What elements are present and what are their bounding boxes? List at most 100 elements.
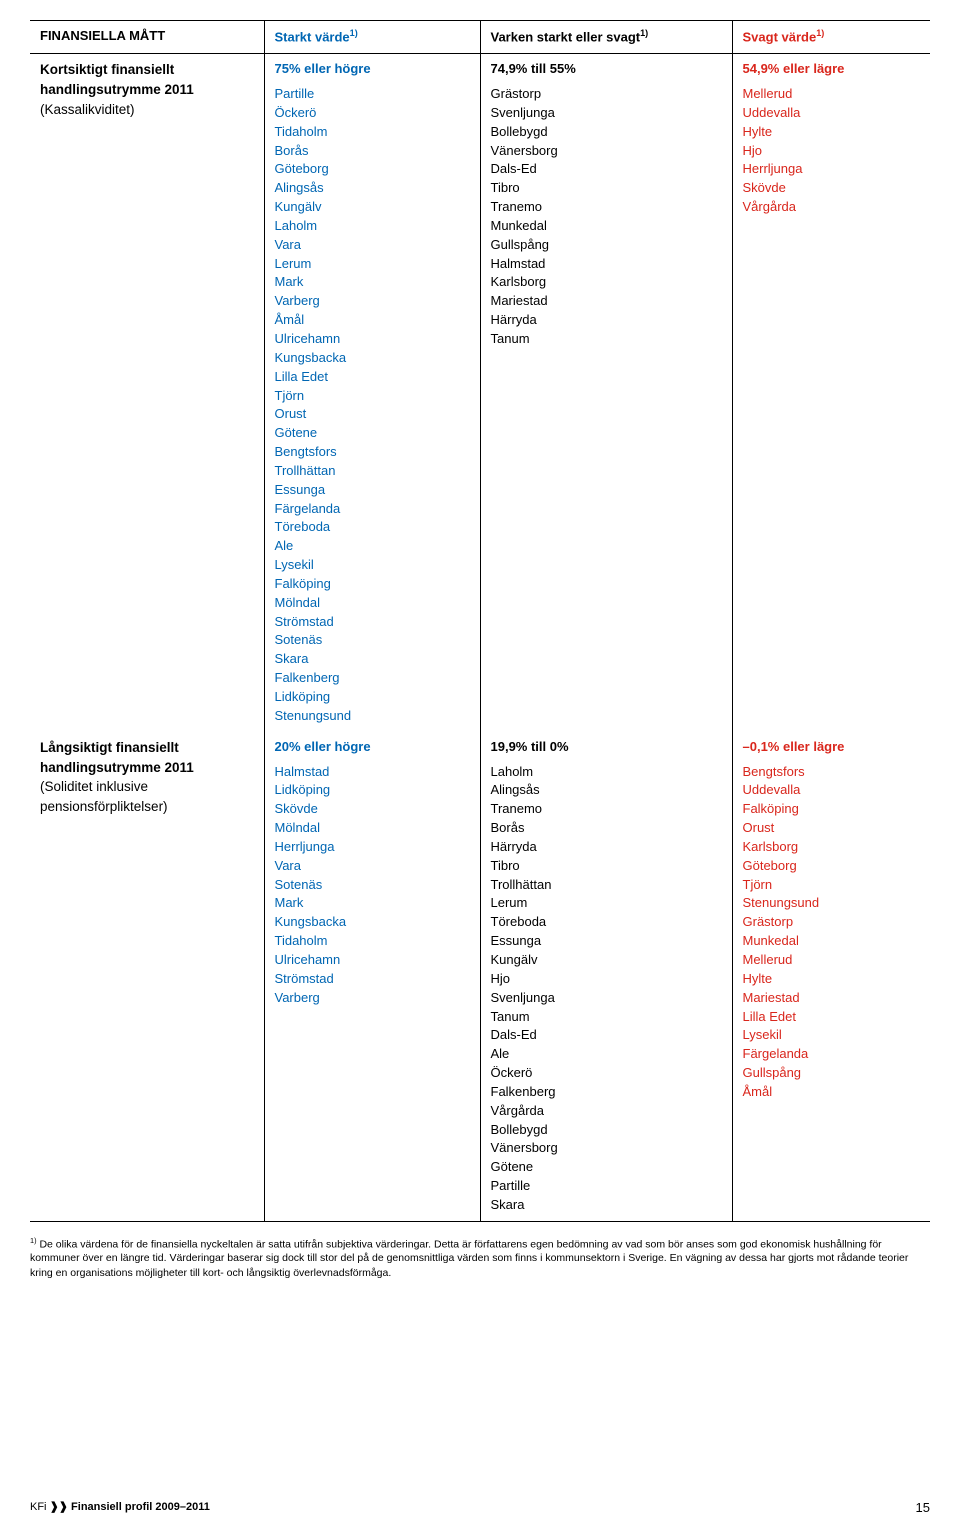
footer-brand-mark: ❱❱ — [50, 1501, 68, 1513]
list-item: Sotenäs — [275, 631, 470, 650]
list-item: Borås — [491, 819, 722, 838]
list-item: Lerum — [275, 255, 470, 274]
list-item: Trollhättan — [491, 876, 722, 895]
list-item: Vänersborg — [491, 1139, 722, 1158]
list-item: Kungälv — [491, 951, 722, 970]
list-item: Kungsbacka — [275, 913, 470, 932]
list-item: Borås — [275, 142, 470, 161]
header-col2-text: Starkt värde — [275, 29, 350, 44]
list-item: Falkenberg — [491, 1083, 722, 1102]
list-item: Gullspång — [491, 236, 722, 255]
footnote-text: De olika värdena för de finansiella nyck… — [30, 1238, 908, 1278]
list-item: Färgelanda — [743, 1045, 921, 1064]
footer-brand-prefix: KFi — [30, 1501, 50, 1513]
list-item: Tidaholm — [275, 932, 470, 951]
table-header-row: FINANSIELLA MÅTT Starkt värde1) Varken s… — [30, 21, 930, 54]
row2-label-sub: (Soliditet inklusive pensionsförpliktels… — [40, 777, 254, 816]
list-item: Lilla Edet — [275, 368, 470, 387]
list-item: Hylte — [743, 970, 921, 989]
row1-label-sub: (Kassalikviditet) — [40, 100, 254, 120]
list-item: Mellerud — [743, 85, 921, 104]
row2-col4-list: BengtsforsUddevallaFalköpingOrustKarlsbo… — [743, 763, 921, 1102]
list-item: Mölndal — [275, 819, 470, 838]
list-item: Munkedal — [743, 932, 921, 951]
list-item: Bengtsfors — [743, 763, 921, 782]
header-col3-text: Varken starkt eller svagt — [491, 29, 641, 44]
row1-col3: 74,9% till 55% GrästorpSvenljungaBolleby… — [480, 54, 732, 732]
row1-col3-list: GrästorpSvenljungaBollebygdVänersborgDal… — [491, 85, 722, 349]
row1-col4-list: MellerudUddevallaHylteHjoHerrljungaSkövd… — [743, 85, 921, 217]
list-item: Vårgårda — [491, 1102, 722, 1121]
list-item: Ulricehamn — [275, 330, 470, 349]
list-item: Herrljunga — [275, 838, 470, 857]
list-item: Lilla Edet — [743, 1008, 921, 1027]
list-item: Vara — [275, 236, 470, 255]
list-item: Strömstad — [275, 970, 470, 989]
row1-label-line1: Kortsiktigt finansiellt — [40, 62, 174, 77]
list-item: Hylte — [743, 123, 921, 142]
list-item: Mölndal — [275, 594, 470, 613]
list-item: Götene — [491, 1158, 722, 1177]
list-item: Skövde — [743, 179, 921, 198]
row2-col3-list: LaholmAlingsåsTranemoBoråsHärrydaTibroTr… — [491, 763, 722, 1215]
footnote: 1) De olika värdena för de finansiella n… — [30, 1236, 930, 1280]
list-item: Bengtsfors — [275, 443, 470, 462]
list-item: Lysekil — [743, 1026, 921, 1045]
list-item: Laholm — [275, 217, 470, 236]
list-item: Essunga — [275, 481, 470, 500]
row1-col2-head: 75% eller högre — [275, 60, 470, 79]
list-item: Götene — [275, 424, 470, 443]
row1-col4-head: 54,9% eller lägre — [743, 60, 921, 79]
list-item: Grästorp — [491, 85, 722, 104]
list-item: Tibro — [491, 857, 722, 876]
list-item: Kungsbacka — [275, 349, 470, 368]
row2-col2-list: HalmstadLidköpingSkövdeMölndalHerrljunga… — [275, 763, 470, 1008]
list-item: Karlsborg — [743, 838, 921, 857]
list-item: Skövde — [275, 800, 470, 819]
list-item: Ale — [275, 537, 470, 556]
list-item: Alingsås — [275, 179, 470, 198]
list-item: Uddevalla — [743, 781, 921, 800]
list-item: Kungälv — [275, 198, 470, 217]
list-item: Falkenberg — [275, 669, 470, 688]
list-item: Tanum — [491, 330, 722, 349]
list-item: Härryda — [491, 838, 722, 857]
list-item: Göteborg — [275, 160, 470, 179]
list-item: Tidaholm — [275, 123, 470, 142]
list-item: Lidköping — [275, 781, 470, 800]
list-item: Lidköping — [275, 688, 470, 707]
header-col2: Starkt värde1) — [264, 21, 480, 54]
footer-page-number: 15 — [916, 1500, 930, 1515]
list-item: Karlsborg — [491, 273, 722, 292]
list-item: Lysekil — [275, 556, 470, 575]
list-item: Tranemo — [491, 800, 722, 819]
list-item: Stenungsund — [275, 707, 470, 726]
financial-metrics-table: FINANSIELLA MÅTT Starkt värde1) Varken s… — [30, 20, 930, 1222]
list-item: Grästorp — [743, 913, 921, 932]
list-item: Tanum — [491, 1008, 722, 1027]
list-item: Tranemo — [491, 198, 722, 217]
list-item: Vara — [275, 857, 470, 876]
header-col4-text: Svagt värde — [743, 29, 817, 44]
header-sup: 1) — [816, 28, 824, 38]
list-item: Vårgårda — [743, 198, 921, 217]
list-item: Svenljunga — [491, 989, 722, 1008]
list-item: Åmål — [275, 311, 470, 330]
list-item: Varberg — [275, 989, 470, 1008]
list-item: Falköping — [275, 575, 470, 594]
list-item: Färgelanda — [275, 500, 470, 519]
list-item: Partille — [275, 85, 470, 104]
list-item: Lerum — [491, 894, 722, 913]
list-item: Trollhättan — [275, 462, 470, 481]
list-item: Strömstad — [275, 613, 470, 632]
list-item: Orust — [743, 819, 921, 838]
list-item: Tibro — [491, 179, 722, 198]
list-item: Töreboda — [275, 518, 470, 537]
row-kortsiktigt: Kortsiktigt finansiellt handlingsutrymme… — [30, 54, 930, 732]
list-item: Ulricehamn — [275, 951, 470, 970]
list-item: Halmstad — [491, 255, 722, 274]
page-footer: KFi ❱❱ Finansiell profil 2009–2011 15 — [30, 1500, 930, 1515]
list-item: Svenljunga — [491, 104, 722, 123]
list-item: Skara — [275, 650, 470, 669]
list-item: Munkedal — [491, 217, 722, 236]
